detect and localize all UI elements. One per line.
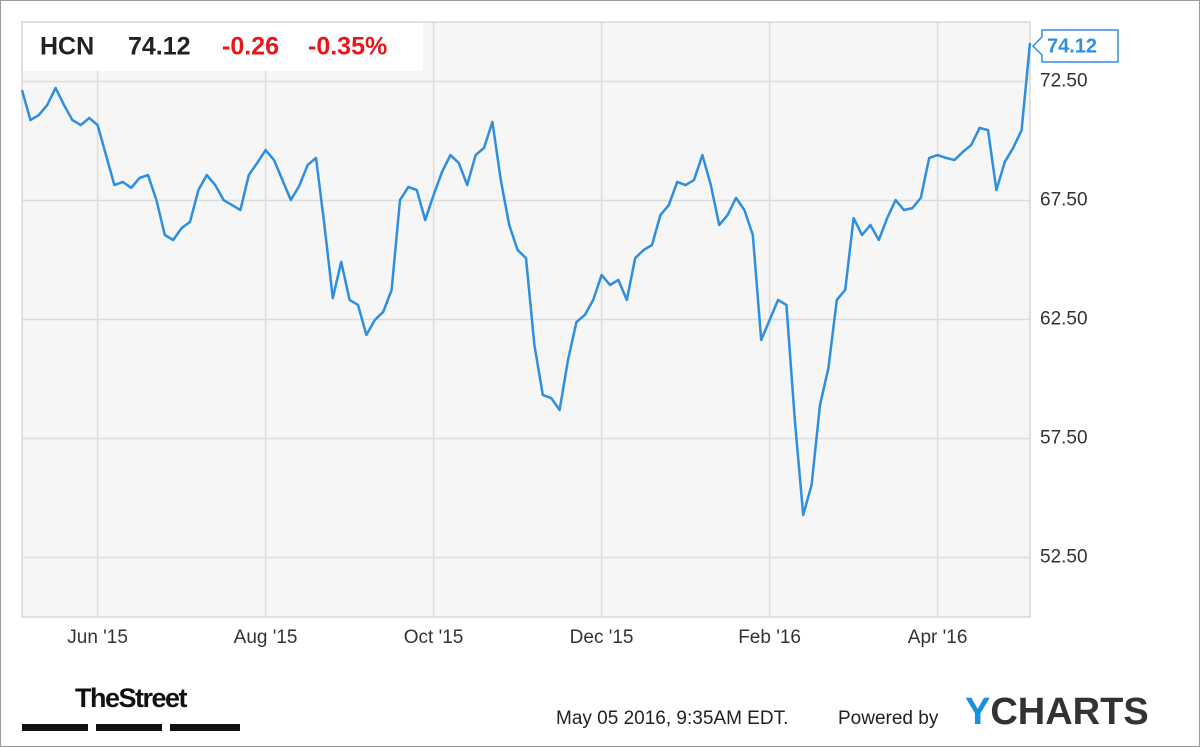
logo-bar [170, 724, 240, 731]
x-tick-label: Dec '15 [570, 627, 634, 648]
brand-logo: YCHARTS [965, 691, 1149, 733]
grid [22, 22, 1030, 617]
x-tick-label: Oct '15 [404, 627, 464, 648]
y-tick-label: 72.50 [1040, 71, 1088, 92]
logo-bar [96, 724, 162, 731]
x-tick-label: Feb '16 [738, 627, 801, 648]
last-value-label: 74.12 [1047, 35, 1097, 57]
symbol: HCN [40, 33, 94, 61]
x-tick-label: Jun '15 [67, 627, 128, 648]
y-tick-label: 62.50 [1040, 309, 1088, 330]
last-value-callout [1031, 29, 1119, 63]
price: 74.12 [128, 33, 191, 61]
publisher-logo: TheStreet [75, 683, 188, 713]
change: -0.26 [222, 33, 279, 61]
y-tick-label: 57.50 [1040, 428, 1088, 449]
y-tick-label: 52.50 [1040, 547, 1088, 568]
powered-by: Powered by [838, 708, 939, 729]
change-percent: -0.35% [308, 33, 387, 61]
timestamp: May 05 2016, 9:35AM EDT. [556, 708, 788, 729]
x-tick-label: Apr '16 [908, 627, 968, 648]
quote-box [23, 23, 423, 71]
y-tick-label: 67.50 [1040, 190, 1088, 211]
logo-bar [22, 724, 88, 731]
price-line [20, 42, 1032, 517]
lines [20, 42, 1032, 517]
x-tick-label: Aug '15 [234, 627, 298, 648]
